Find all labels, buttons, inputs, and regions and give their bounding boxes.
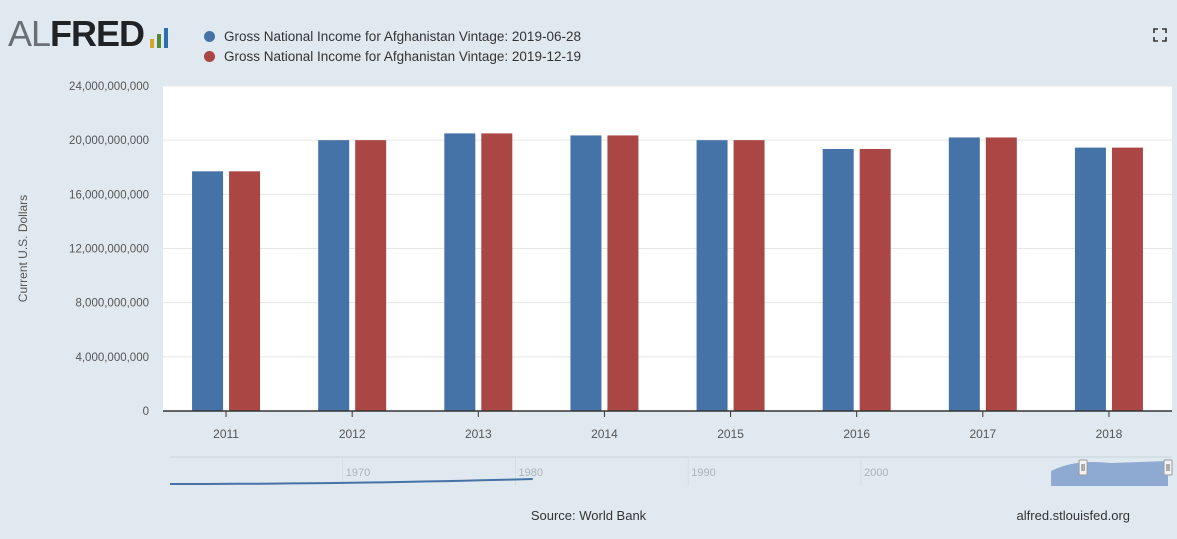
bar-series-1 <box>696 140 728 411</box>
navigator-tick-label: 2000 <box>864 467 888 479</box>
navigator-tick-label: 1970 <box>346 467 370 479</box>
logo-bar-3 <box>164 28 169 48</box>
bar-series-2 <box>1111 147 1143 412</box>
logo-bars-icon <box>150 28 169 48</box>
bar-series-1 <box>192 171 224 411</box>
navigator-tick-label: 1990 <box>691 467 715 479</box>
x-tick-label: 2017 <box>969 427 996 441</box>
x-tick-label: 2011 <box>213 427 239 441</box>
bar-series-2 <box>607 135 639 412</box>
source-label: Source: World Bank <box>530 508 647 523</box>
fullscreen-icon[interactable] <box>1153 28 1167 42</box>
bar-series-1 <box>444 133 476 412</box>
y-tick-label: 16,000,000,000 <box>69 189 149 201</box>
y-tick-label: 4,000,000,000 <box>75 352 149 364</box>
y-tick-label: 12,000,000,000 <box>69 244 149 256</box>
y-tick-label: 8,000,000,000 <box>75 298 149 310</box>
site-link[interactable]: alfred.stlouisfed.org <box>1016 508 1130 523</box>
bar-series-2 <box>229 171 261 411</box>
navigator-handle-right <box>1163 459 1173 476</box>
bar-series-1 <box>948 137 980 412</box>
bar-series-1 <box>570 135 602 412</box>
x-tick-label: 2015 <box>717 427 744 441</box>
logo-text-al: AL <box>8 13 51 54</box>
y-tick-label: 24,000,000,000 <box>69 81 149 93</box>
navigator-series-line <box>170 478 533 485</box>
bar-series-2 <box>355 140 387 411</box>
navigator-handle-left <box>1078 459 1088 476</box>
legend-swatch-series-1 <box>204 30 215 42</box>
navigator-selection-area <box>1051 461 1168 486</box>
y-tick-label: 20,000,000,000 <box>69 135 149 147</box>
x-tick-label: 2018 <box>1096 427 1123 441</box>
y-axis-title: Current U.S. Dollars <box>16 195 30 302</box>
x-tick-label: 2013 <box>465 427 492 441</box>
x-tick-label: 2012 <box>339 427 366 441</box>
legend-item-series-2[interactable]: Gross National Income for Afghanistan Vi… <box>204 46 581 66</box>
bar-series-2 <box>733 140 765 411</box>
bar-series-1 <box>318 140 350 411</box>
bar-series-2 <box>859 148 891 411</box>
y-tick-label: 0 <box>143 406 149 418</box>
legend-swatch-series-2 <box>204 50 215 62</box>
logo-bar-1 <box>150 39 155 48</box>
bar-series-1 <box>822 148 854 411</box>
legend-item-series-1[interactable]: Gross National Income for Afghanistan Vi… <box>204 26 581 46</box>
bar-series-2 <box>481 133 513 412</box>
chart-legend: Gross National Income for Afghanistan Vi… <box>204 26 581 66</box>
alfred-logo: AL FRED <box>8 12 169 54</box>
x-tick-label: 2014 <box>591 427 618 441</box>
x-tick-label: 2016 <box>843 427 870 441</box>
logo-text-fred: FRED <box>50 13 145 54</box>
bar-series-2 <box>985 137 1017 412</box>
legend-label-series-1: Gross National Income for Afghanistan Vi… <box>224 28 581 44</box>
bar-series-1 <box>1074 147 1106 412</box>
legend-label-series-2: Gross National Income for Afghanistan Vi… <box>224 48 581 64</box>
logo-bar-2 <box>157 34 162 48</box>
navigator-tick-label: 1980 <box>519 467 543 479</box>
